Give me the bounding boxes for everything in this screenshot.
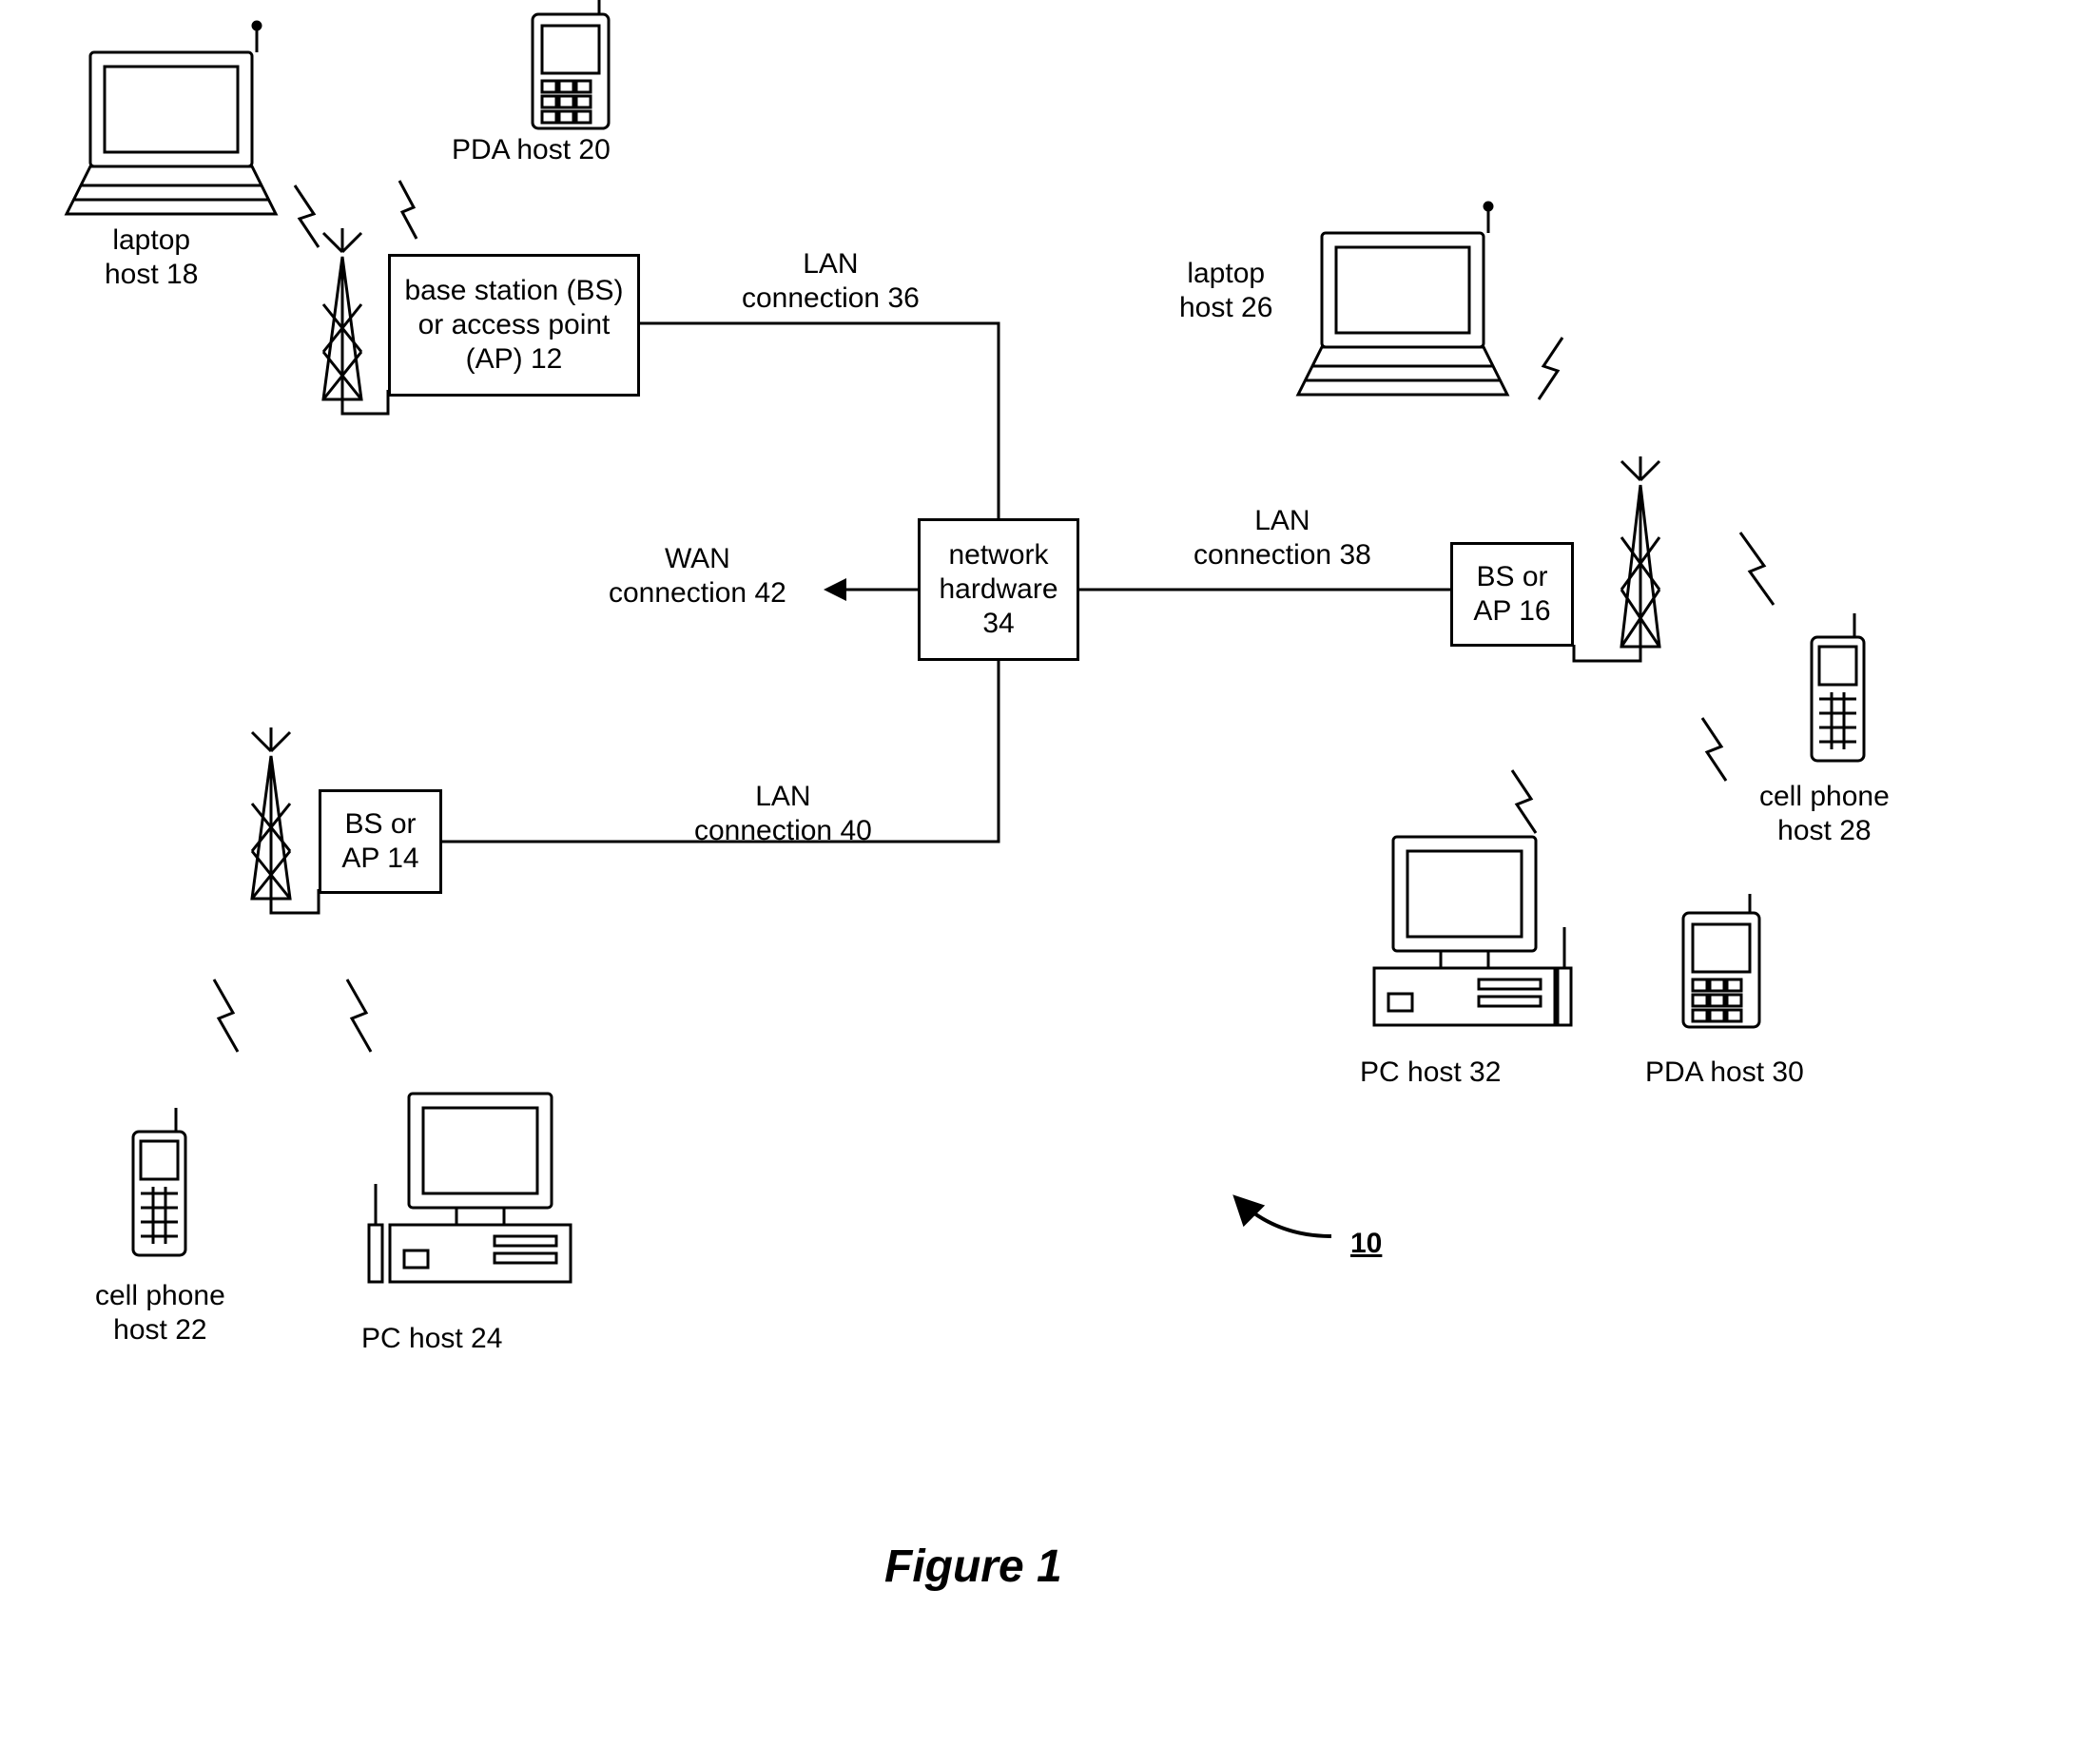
label-pda30: PDA host 30 (1645, 1056, 1804, 1090)
tower-ap16 (1574, 456, 1659, 661)
label-pc32: PC host 32 (1360, 1056, 1501, 1090)
tower-ap14 (252, 727, 319, 913)
node-ap14: BS or AP 14 (319, 789, 442, 894)
pc32-icon (1374, 837, 1571, 1025)
figure-ref: 10 (1350, 1227, 1382, 1261)
label-cell22: cell phone host 22 (95, 1279, 225, 1347)
laptop18-icon (67, 22, 276, 214)
figure-ref-arrow (1236, 1198, 1331, 1236)
label-lan36: LAN connection 36 (742, 247, 920, 316)
node-ap12: base station (BS) or access point (AP) 1… (388, 254, 640, 397)
label-wan42: WAN connection 42 (609, 542, 786, 611)
pc24-icon (369, 1094, 571, 1282)
label-laptop26: laptop host 26 (1179, 257, 1272, 325)
cell22-icon (133, 1108, 185, 1255)
label-lan40: LAN connection 40 (694, 780, 872, 848)
label-cell28: cell phone host 28 (1759, 780, 1890, 848)
svg-overlay (0, 0, 2076, 1764)
pda30-icon (1683, 894, 1759, 1027)
node-nh34-label: network hardware 34 (926, 538, 1071, 641)
node-nh34: network hardware 34 (918, 518, 1079, 661)
label-pc24: PC host 24 (361, 1322, 502, 1356)
label-laptop18: laptop host 18 (105, 223, 198, 292)
pda20-icon (533, 0, 609, 128)
laptop26-icon (1298, 203, 1507, 395)
tower-ap12 (323, 228, 388, 414)
node-ap14-label: BS or AP 14 (327, 807, 434, 876)
figure-title: Figure 1 (884, 1541, 1062, 1593)
node-ap12-label: base station (BS) or access point (AP) 1… (397, 274, 631, 377)
diagram-canvas: base station (BS) or access point (AP) 1… (0, 0, 2076, 1764)
edge-lan36 (640, 323, 999, 518)
label-pda20: PDA host 20 (452, 133, 611, 167)
node-ap16: BS or AP 16 (1450, 542, 1574, 647)
cell28-icon (1812, 613, 1864, 761)
node-ap16-label: BS or AP 16 (1459, 560, 1565, 629)
label-lan38: LAN connection 38 (1193, 504, 1371, 572)
